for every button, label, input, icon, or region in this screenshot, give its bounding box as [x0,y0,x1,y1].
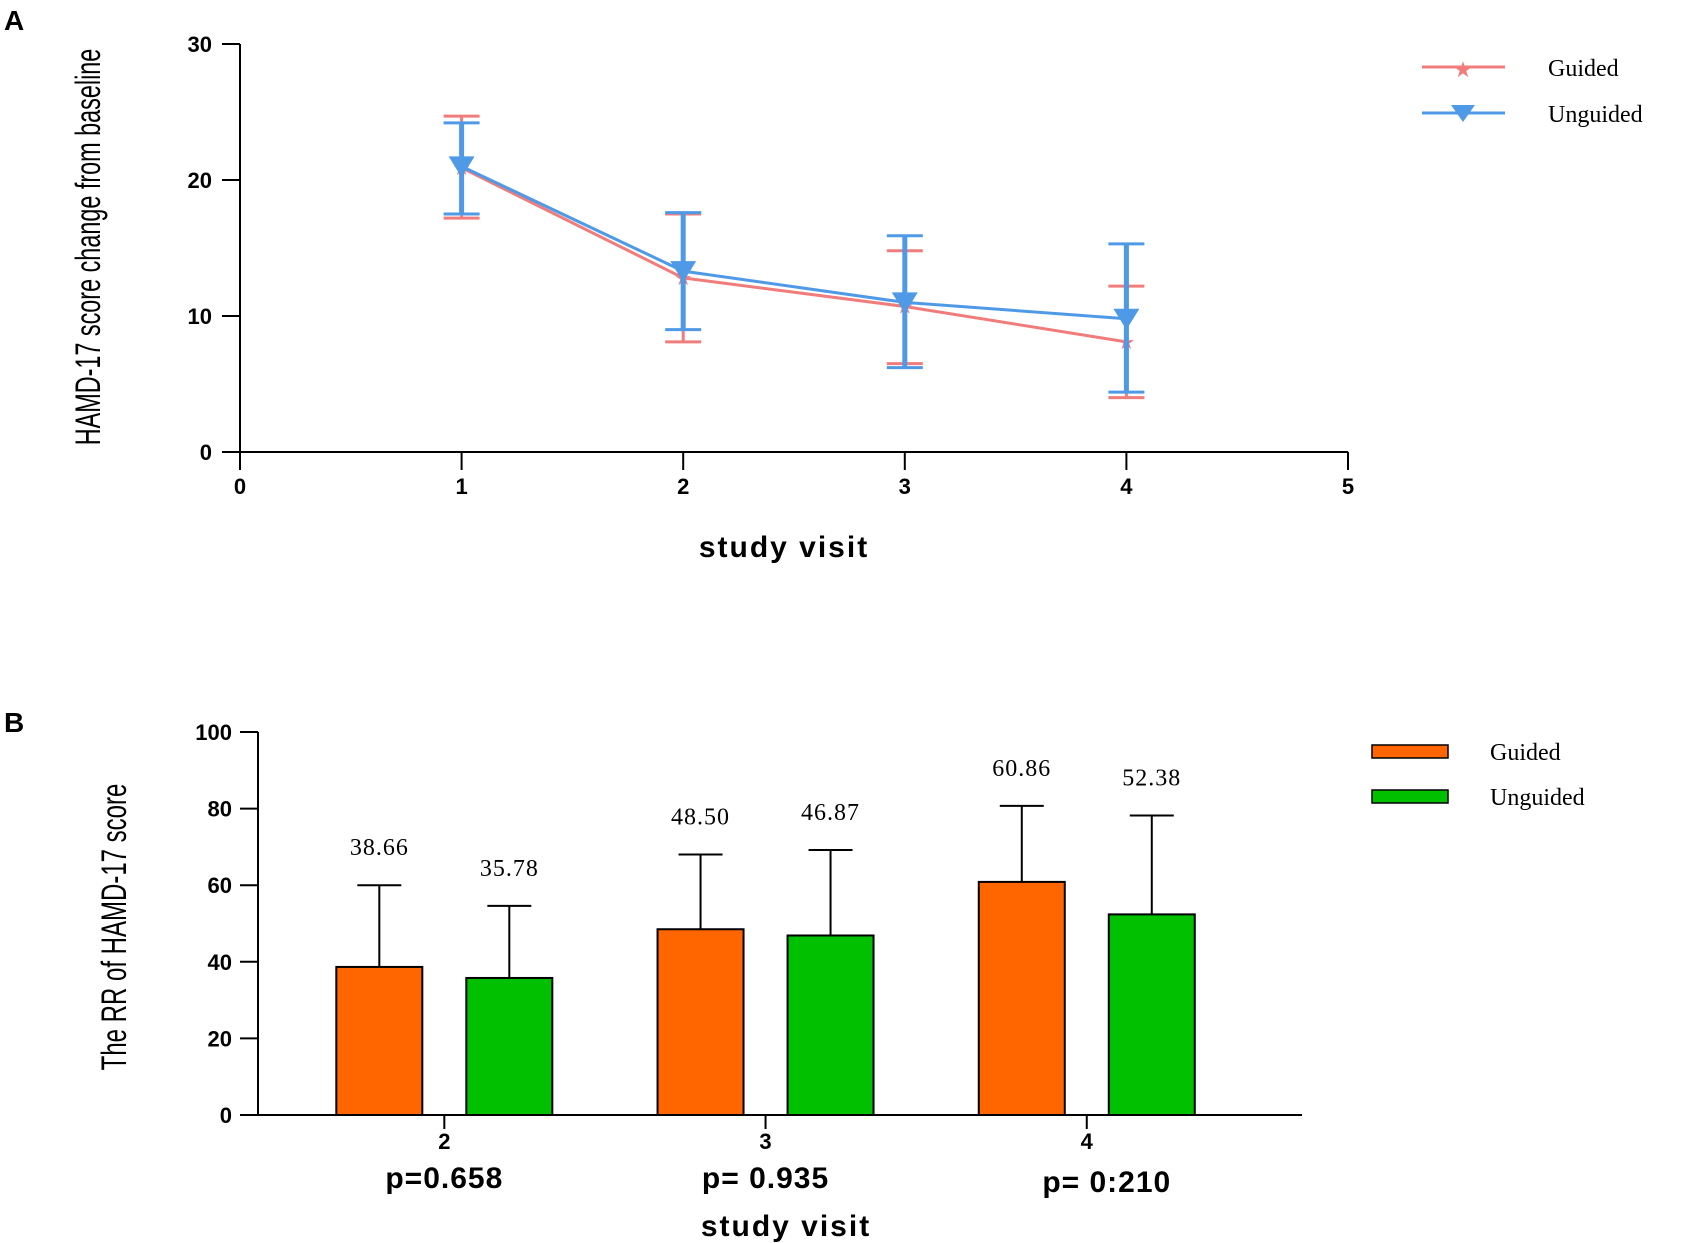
p-value-label: p= 0:210 [1042,1166,1171,1199]
legend-unguided-label-b: Unguided [1490,785,1585,811]
legend-guided-swatch [1371,744,1449,759]
panel-b-y-tick-label: 100 [195,720,232,745]
point-unguided-triangle [891,292,918,314]
point-unguided-triangle [1113,308,1140,330]
bar-value-label: 38.66 [350,835,409,861]
panel-a-y-axis-title: HAMD-17 score change from baseline [69,49,108,446]
panel-b-x-axis-title: study visit [701,1210,871,1243]
series-guided: ★★★★ [443,114,1145,400]
point-unguided-triangle [670,261,697,283]
panel-a-y-tick-label: 30 [188,32,212,57]
panel-a-x-tick-label: 4 [1120,474,1133,499]
panel-a-ticks: 0 10 20 30 0 1 2 3 4 5 [188,32,1355,499]
panel-b-y-axis-title: The RR of HAMD-17 score [96,784,135,1071]
panel-a: A HAMD-17 score change from baseline stu… [4,5,1643,564]
panel-a-x-axis-title: study visit [699,531,869,564]
panel-b-y-tick-label: 60 [208,873,232,898]
legend-unguided-swatch [1371,789,1449,804]
panel-a-y-tick-label: 20 [188,168,212,193]
panel-a-x-tick-label: 1 [455,474,467,499]
panel-a-letter: A [4,5,24,36]
panel-b-x-tick-label: 4 [1081,1129,1094,1154]
bar-value-label: 60.86 [992,756,1051,782]
panel-a-x-tick-label: 2 [677,474,689,499]
bar-guided-visit-2 [335,965,424,1116]
p-value-label: p= 0.935 [702,1162,829,1195]
legend-guided-label-b: Guided [1490,740,1561,766]
panel-b-y-tick-label: 40 [208,950,232,975]
panel-a-legend: ★ Guided Unguided [1422,56,1643,128]
panel-b-bars: 38.66 35.78 48.50 46.87 60.86 52.38 [335,756,1196,1117]
panel-b-legend: Guided Unguided [1371,740,1585,811]
bar-value-label: 52.38 [1122,765,1181,791]
panel-b: B The RR of HAMD-17 score study visit 0 2… [4,707,1585,1243]
legend-guided-label: Guided [1548,56,1619,82]
legend-unguided-label: Unguided [1548,102,1643,128]
panel-b-letter: B [4,707,24,738]
line-unguided [460,165,1127,321]
panel-a-x-tick-label: 3 [899,474,911,499]
panel-a-x-tick-label: 0 [234,474,246,499]
point-unguided-triangle [448,156,475,178]
panel-a-y-tick-label: 10 [188,304,212,329]
bar-value-label: 48.50 [671,805,730,831]
panel-a-series: ★★★★ [443,114,1145,400]
panel-b-x-tick-label: 2 [438,1129,450,1154]
panel-b-y-tick-label: 80 [208,797,232,822]
panel-b-x-tick-label: 3 [759,1129,771,1154]
bar-guided-visit-3 [656,928,745,1116]
bar-unguided-visit-2 [465,976,554,1116]
bar-value-label: 46.87 [801,800,860,826]
bar-guided-visit-4 [977,880,1066,1116]
panel-b-ticks: 0 20 40 60 80 100 2 p=0.658 3 p= 0.935 4 p= 0:210 [195,720,1171,1199]
p-value-label: p=0.658 [385,1162,503,1195]
line-guided [460,166,1127,344]
panel-a-x-tick-label: 5 [1342,474,1354,499]
panel-a-y-tick-label: 0 [200,440,212,465]
bar-unguided-visit-4 [1107,913,1196,1116]
series-unguided [443,121,1145,394]
legend-unguided-triangle-marker [1451,105,1475,122]
panel-b-y-tick-label: 0 [220,1103,232,1128]
legend-guided-star-marker: ★ [1453,58,1473,83]
bar-unguided-visit-3 [786,934,875,1117]
panel-b-y-tick-label: 20 [208,1026,232,1051]
bar-value-label: 35.78 [480,856,539,882]
